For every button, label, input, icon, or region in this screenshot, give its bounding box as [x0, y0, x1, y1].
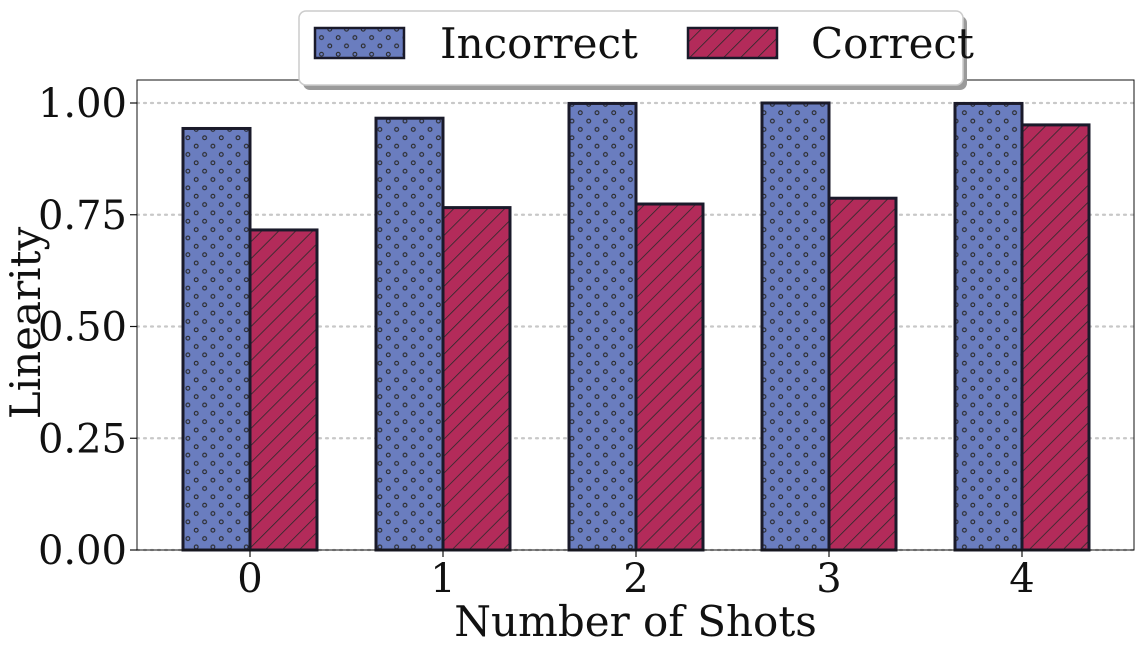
x-tick-label: 1 [430, 556, 455, 602]
x-tick-label: 4 [1009, 556, 1034, 602]
x-axis-ticks: 0 1 2 3 4 [237, 550, 1035, 602]
y-axis-ticks: 0.00 0.25 0.50 0.75 1.00 [38, 81, 137, 574]
x-tick-label: 2 [623, 556, 648, 602]
y-tick-label: 0.00 [38, 528, 127, 574]
bar-incorrect-0 [181, 126, 252, 552]
legend-box [298, 10, 964, 86]
x-tick-label: 3 [816, 556, 841, 602]
legend-swatch-incorrect [313, 26, 406, 60]
y-tick-label: 1.00 [38, 81, 127, 127]
y-axis-label: Linearity [1, 227, 50, 420]
bar-incorrect-4 [953, 101, 1024, 552]
x-tick-label: 0 [237, 556, 262, 602]
x-axis-label: Number of Shots [454, 597, 817, 646]
bar-correct-2 [634, 202, 705, 552]
legend: Incorrect Correct [298, 10, 974, 90]
bar-correct-3 [827, 196, 898, 552]
legend-swatch-correct [686, 26, 779, 60]
bar-incorrect-1 [374, 116, 445, 552]
legend-label-incorrect: Incorrect [440, 19, 638, 68]
legend-label-correct: Correct [811, 19, 974, 68]
bar-correct-1 [441, 206, 512, 552]
bars [181, 101, 1091, 552]
bar-correct-0 [248, 228, 319, 552]
y-tick-label: 0.50 [38, 305, 127, 351]
y-tick-label: 0.75 [38, 193, 127, 239]
y-tick-label: 0.25 [38, 416, 127, 462]
bar-incorrect-2 [567, 101, 638, 552]
bar-correct-4 [1020, 123, 1091, 552]
bar-incorrect-3 [760, 101, 831, 552]
